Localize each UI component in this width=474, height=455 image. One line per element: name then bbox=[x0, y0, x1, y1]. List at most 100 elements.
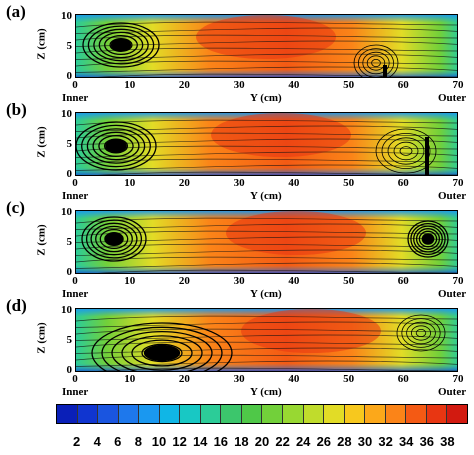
colorbar-tick-label: 22 bbox=[275, 434, 290, 449]
x-tick-label: 60 bbox=[397, 373, 409, 385]
y-tick-label: 5 bbox=[66, 40, 73, 52]
x-tick-label: 70 bbox=[452, 79, 464, 91]
x-tick-label: 0 bbox=[72, 177, 78, 189]
y-tick-label: 0 bbox=[66, 364, 73, 376]
colorbar-swatch bbox=[241, 405, 263, 423]
colorbar-swatch bbox=[385, 405, 407, 423]
left-vortex bbox=[76, 121, 157, 171]
colorbar-tick-label: 6 bbox=[114, 434, 122, 449]
left-vortex bbox=[81, 216, 147, 262]
x-tick-label: 50 bbox=[343, 177, 355, 189]
colorbar-tick-label: 2 bbox=[72, 434, 81, 449]
right-vortex bbox=[375, 128, 437, 174]
x-tick-label: 70 bbox=[452, 373, 464, 385]
colorbar-swatch bbox=[406, 405, 427, 423]
colorbar-tick-label: 8 bbox=[134, 434, 142, 449]
colorbar-swatch bbox=[200, 405, 222, 423]
velocity-contour-plot bbox=[75, 308, 458, 372]
colorbar-tick-label: 26 bbox=[316, 434, 332, 449]
outer-wall-label: Outer bbox=[438, 386, 467, 398]
velocity-contour-plot bbox=[75, 14, 458, 78]
panel-label: (b) bbox=[6, 100, 27, 119]
colorbar-swatch bbox=[221, 405, 242, 423]
inner-wall-label: Inner bbox=[62, 288, 89, 300]
velocity-contour-plot bbox=[75, 210, 458, 274]
high-velocity-core bbox=[196, 15, 336, 59]
y-tick-label: 0 bbox=[66, 168, 73, 180]
colorbar-swatch bbox=[447, 405, 467, 423]
panel-1: (a) Z (cm) 0 5 10 0 10 20 30 40 50 60 70 Inner Outer Y … bbox=[0, 2, 474, 104]
y-axis-label: Z (cm) bbox=[35, 126, 48, 158]
x-tick-label: 10 bbox=[124, 373, 136, 385]
x-tick-label: 0 bbox=[72, 79, 78, 91]
high-velocity-core bbox=[241, 309, 381, 353]
x-axis-label: Y (cm) bbox=[250, 92, 282, 104]
colorbar-swatch bbox=[159, 405, 181, 423]
y-tick-label: 0 bbox=[66, 70, 73, 82]
y-axis-label: Z (cm) bbox=[35, 322, 48, 354]
colorbar-swatch bbox=[98, 405, 119, 423]
x-tick-label: 0 bbox=[72, 373, 78, 385]
colorbar-swatch bbox=[324, 405, 345, 423]
colorbar-swatch bbox=[77, 405, 99, 423]
panel-2: (b) Z (cm) 0 5 10 0 10 20 30 40 50 60 70 Inner Outer Y … bbox=[0, 100, 474, 202]
y-tick-label: 10 bbox=[61, 10, 72, 22]
x-axis-label: Y (cm) bbox=[250, 288, 282, 300]
x-tick-label: 40 bbox=[288, 177, 300, 189]
colorbar-tick-label: 20 bbox=[254, 434, 270, 449]
colorbar-swatch bbox=[426, 405, 448, 423]
x-tick-label: 50 bbox=[343, 79, 355, 91]
outer-wall-label: Outer bbox=[438, 190, 467, 202]
colorbar-tick-label: 16 bbox=[213, 434, 229, 449]
panel-label: (c) bbox=[6, 198, 25, 217]
panel-4: (d) Z (cm) 0 5 10 0 10 20 30 40 50 60 70 Inner Outer Y … bbox=[0, 296, 474, 398]
panel-3: (c) Z (cm) 0 5 10 0 10 20 30 40 50 60 70 Inner Outer Y … bbox=[0, 198, 474, 300]
inner-wall-label: Inner bbox=[62, 190, 89, 202]
panel-label: (a) bbox=[6, 2, 26, 21]
colorbar-swatch bbox=[283, 405, 304, 423]
y-tick-label: 5 bbox=[66, 334, 73, 346]
colorbar-swatch bbox=[180, 405, 201, 423]
colorbar-tick-label: 12 bbox=[172, 434, 187, 449]
outer-wall-label: Outer bbox=[438, 288, 467, 300]
x-tick-label: 30 bbox=[233, 275, 245, 287]
y-tick-label: 5 bbox=[66, 138, 73, 150]
high-velocity-core bbox=[211, 113, 351, 157]
x-tick-label: 30 bbox=[233, 373, 245, 385]
colorbar-tick-label: 18 bbox=[234, 434, 249, 449]
colorbar-swatch bbox=[57, 405, 78, 423]
colorbar-swatch bbox=[118, 405, 140, 423]
x-tick-label: 60 bbox=[397, 275, 409, 287]
x-tick-label: 50 bbox=[343, 373, 355, 385]
x-tick-label: 60 bbox=[397, 79, 409, 91]
colorbar-tick-label: 38 bbox=[440, 434, 455, 449]
right-vortex bbox=[396, 314, 446, 352]
y-tick-label: 10 bbox=[61, 304, 72, 316]
x-tick-label: 40 bbox=[288, 79, 300, 91]
x-tick-label: 0 bbox=[72, 275, 78, 287]
x-tick-label: 50 bbox=[343, 275, 355, 287]
colorbar-swatch bbox=[262, 405, 284, 423]
colorbar-swatch bbox=[344, 405, 366, 423]
colorbar-tick-label: 32 bbox=[378, 434, 393, 449]
outer-wall-label: Outer bbox=[438, 92, 467, 104]
x-tick-label: 20 bbox=[178, 177, 190, 189]
y-tick-label: 10 bbox=[61, 206, 72, 218]
left-vortex bbox=[82, 22, 160, 68]
y-tick-label: 5 bbox=[66, 236, 73, 248]
colorbar-tick-label: 34 bbox=[398, 434, 414, 449]
probe-rod bbox=[425, 137, 429, 175]
x-tick-label: 20 bbox=[178, 79, 190, 91]
colorbar bbox=[56, 404, 468, 424]
colorbar-swatch bbox=[365, 405, 386, 423]
right-vortex bbox=[353, 44, 399, 77]
velocity-contour-plot bbox=[75, 112, 458, 176]
inner-wall-label: Inner bbox=[62, 386, 89, 398]
left-vortex bbox=[91, 322, 233, 371]
y-tick-label: 10 bbox=[61, 108, 72, 120]
y-axis-label: Z (cm) bbox=[35, 224, 48, 256]
colorbar-tick-label: 36 bbox=[419, 434, 435, 449]
x-axis-label: Y (cm) bbox=[250, 190, 282, 202]
x-axis-label: Y (cm) bbox=[250, 386, 282, 398]
probe-rod bbox=[383, 65, 387, 77]
